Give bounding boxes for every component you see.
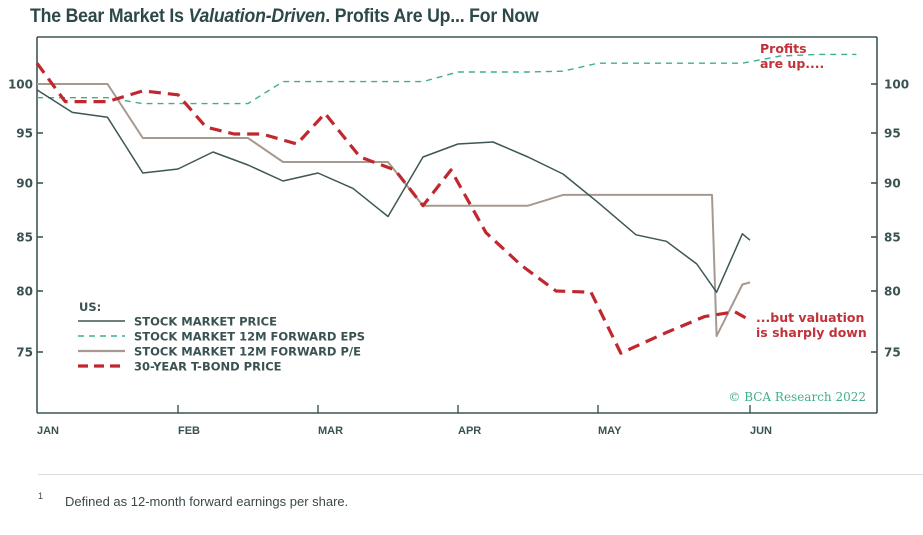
series-forward-pe-line — [37, 83, 751, 338]
y-tick-label-left: 95 — [16, 127, 33, 141]
y-tick-label-right: 95 — [884, 127, 901, 141]
footnote-divider — [38, 474, 923, 475]
y-tick-label-right: 80 — [884, 285, 901, 299]
series-group — [35, 53, 857, 355]
x-tick-label: APR — [458, 425, 481, 437]
annotation-profits-line-2: are up.... — [760, 56, 824, 71]
y-tick-label-left: 80 — [16, 285, 33, 299]
series-tbond-price-line — [35, 62, 751, 355]
y-tick-label-left: 90 — [16, 177, 33, 191]
y-tick-label-left: 85 — [16, 231, 33, 245]
title-part-3: . Profits Are Up... For Now — [325, 6, 539, 27]
axes: 100 100 95 95 90 90 85 85 80 80 75 75 JAN FEB MAR APR MA… — [8, 36, 909, 437]
series-stock-price-line — [36, 89, 751, 293]
x-tick-label: MAY — [598, 425, 622, 437]
y-tick-label-right: 90 — [884, 177, 901, 191]
legend-label: STOCK MARKET 12M FORWARD P/E — [134, 345, 361, 359]
footnote-text: Defined as 12-month forward earnings per… — [65, 494, 349, 509]
title-part-1: The Bear Market Is — [30, 6, 189, 27]
y-tick-label-left: 75 — [16, 346, 33, 360]
line-chart: 100 100 95 95 90 90 85 85 80 80 75 75 JAN FEB MAR APR MA… — [8, 36, 909, 437]
legend-title: US: — [79, 300, 101, 314]
footnote-number: 1 — [38, 491, 44, 501]
y-tick-label-left: 100 — [8, 78, 33, 92]
y-tick-label-right: 75 — [884, 346, 901, 360]
x-tick-label: JAN — [37, 425, 59, 437]
annotation-profits-line-1: Profits — [760, 41, 807, 56]
title-part-2-italic: Valuation-Driven — [188, 6, 326, 27]
legend-label: STOCK MARKET PRICE — [134, 315, 277, 329]
y-tick-label-right: 85 — [884, 231, 901, 245]
annotation-valuation-line-1: ...but valuation — [756, 310, 864, 325]
series-forward-eps-line — [37, 53, 857, 105]
legend-label: STOCK MARKET 12M FORWARD EPS — [134, 330, 365, 344]
x-tick-label: MAR — [318, 425, 343, 437]
credit-bca-research: © BCA Research 2022 — [728, 390, 866, 404]
chart-title: The Bear Market Is Valuation-Driven. Pro… — [30, 6, 539, 28]
x-tick-label: JUN — [750, 425, 772, 437]
annotation-valuation-line-2: is sharply down — [756, 325, 867, 340]
legend-label: 30-YEAR T-BOND PRICE — [134, 360, 282, 374]
x-tick-label: FEB — [178, 425, 200, 437]
y-tick-label-right: 100 — [884, 78, 909, 92]
